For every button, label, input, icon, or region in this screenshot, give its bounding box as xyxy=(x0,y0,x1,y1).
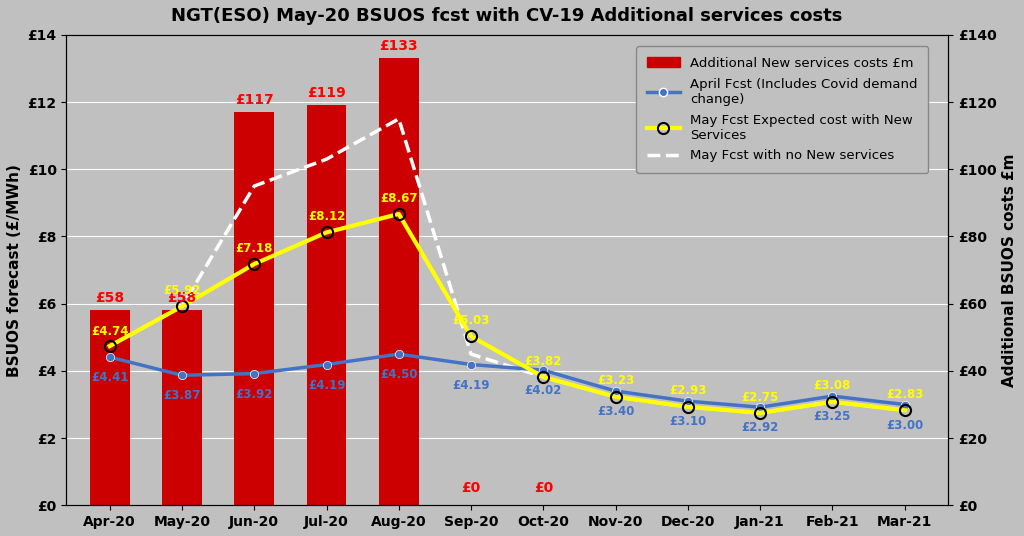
Text: £3.87: £3.87 xyxy=(163,389,201,403)
Text: £117: £117 xyxy=(234,93,273,107)
Text: £3.00: £3.00 xyxy=(886,419,924,431)
Y-axis label: Additional BSUOS costs £m: Additional BSUOS costs £m xyxy=(1002,153,1017,387)
Text: £119: £119 xyxy=(307,86,346,100)
Text: £2.92: £2.92 xyxy=(741,421,779,434)
Text: £3.40: £3.40 xyxy=(597,405,634,418)
Text: £4.19: £4.19 xyxy=(308,378,345,392)
Text: £0: £0 xyxy=(534,481,553,495)
Text: £58: £58 xyxy=(95,292,124,306)
Text: £4.02: £4.02 xyxy=(524,384,562,397)
Text: £0: £0 xyxy=(462,481,480,495)
Text: £4.74: £4.74 xyxy=(91,325,128,338)
Text: £7.18: £7.18 xyxy=(236,242,273,255)
Text: £2.75: £2.75 xyxy=(741,391,779,404)
Text: £58: £58 xyxy=(167,292,197,306)
Text: £2.83: £2.83 xyxy=(886,388,924,401)
Text: £3.08: £3.08 xyxy=(814,379,851,392)
Bar xyxy=(306,106,346,505)
Y-axis label: BSUOS forecast (£/MWh): BSUOS forecast (£/MWh) xyxy=(7,163,22,376)
Legend: Additional New services costs £m, April Fcst (Includes Covid demand
change), May: Additional New services costs £m, April … xyxy=(636,46,928,173)
Text: £5.92: £5.92 xyxy=(163,284,201,297)
Text: £8.12: £8.12 xyxy=(308,210,345,223)
Bar xyxy=(234,112,274,505)
Title: NGT(ESO) May-20 BSUOS fcst with CV-19 Additional services costs: NGT(ESO) May-20 BSUOS fcst with CV-19 Ad… xyxy=(171,7,843,25)
Bar xyxy=(162,310,202,505)
Text: £133: £133 xyxy=(380,39,418,53)
Text: £4.50: £4.50 xyxy=(380,368,418,381)
Text: £8.67: £8.67 xyxy=(380,191,418,205)
Text: £3.82: £3.82 xyxy=(524,354,562,368)
Text: £2.93: £2.93 xyxy=(669,384,707,398)
Text: £3.10: £3.10 xyxy=(670,415,707,428)
Bar xyxy=(379,58,419,505)
Text: £3.92: £3.92 xyxy=(236,388,273,401)
Text: £3.25: £3.25 xyxy=(814,410,851,423)
Text: £5.03: £5.03 xyxy=(453,314,489,327)
Text: £3.23: £3.23 xyxy=(597,374,634,388)
Text: £4.41: £4.41 xyxy=(91,371,128,384)
Text: £4.19: £4.19 xyxy=(453,378,489,392)
Bar xyxy=(90,310,130,505)
